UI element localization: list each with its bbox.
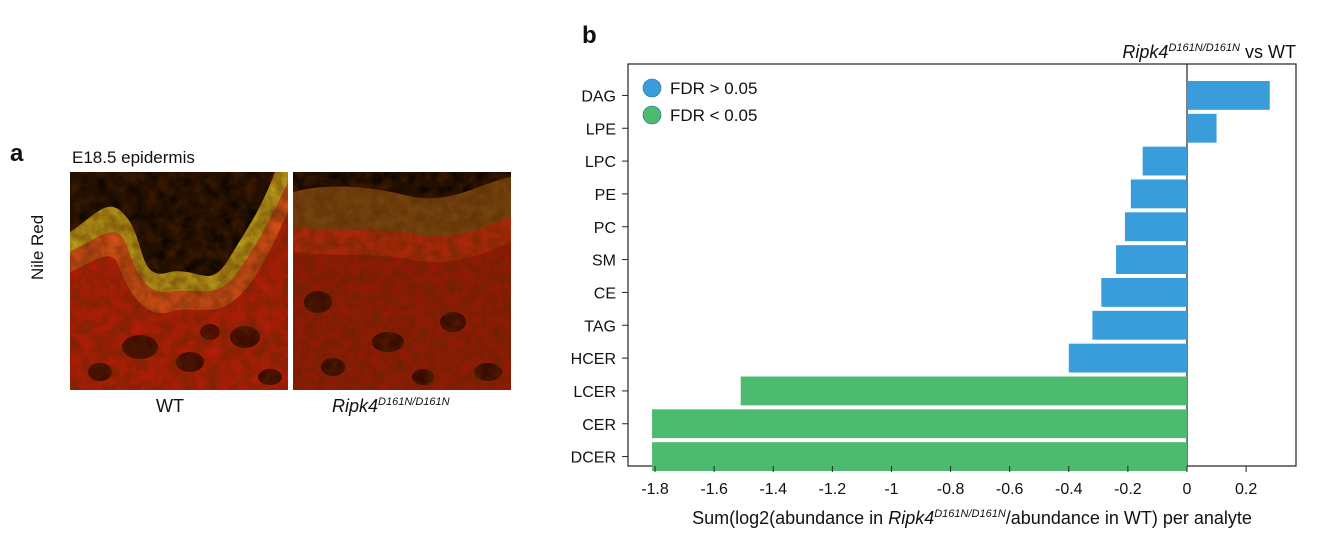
x-tick-label: -0.2 xyxy=(1114,481,1142,498)
chart-title: Ripk4D161N/D161N vs WT xyxy=(1122,42,1296,62)
legend-label: FDR > 0.05 xyxy=(670,79,757,98)
bar-lpc xyxy=(1142,146,1187,176)
x-tick-label: -0.8 xyxy=(937,481,965,498)
x-tick-label: -1.4 xyxy=(759,481,787,498)
category-label: CER xyxy=(582,417,616,434)
x-tick-label: -0.4 xyxy=(1055,481,1083,498)
bar-tag xyxy=(1092,310,1187,340)
wt-caption: WT xyxy=(156,396,184,416)
category-label: HCER xyxy=(571,351,616,368)
category-label: CE xyxy=(594,285,616,302)
legend-swatch xyxy=(642,105,662,125)
x-axis-label: Sum(log2(abundance in Ripk4D161N/D161N/a… xyxy=(692,508,1252,528)
category-label: PE xyxy=(595,187,616,204)
bar-lcer xyxy=(740,376,1187,406)
category-label: TAG xyxy=(584,318,616,335)
micrograph-title: E18.5 epidermis xyxy=(72,148,195,167)
bar-pc xyxy=(1124,212,1187,242)
bar-dcer xyxy=(652,442,1187,471)
bar-pe xyxy=(1130,179,1187,209)
bar-sm xyxy=(1116,245,1187,274)
x-tick-label: -0.6 xyxy=(996,481,1024,498)
bar-hcer xyxy=(1068,343,1187,373)
mutant-caption-sup: D161N/D161N xyxy=(378,396,450,408)
legend-label: FDR < 0.05 xyxy=(670,106,757,125)
category-label: LCER xyxy=(573,384,616,401)
category-label: PC xyxy=(594,220,616,237)
bar-dag xyxy=(1187,81,1270,110)
panel-a-letter: a xyxy=(10,140,24,167)
x-tick-label: 0 xyxy=(1183,481,1192,498)
category-label: DAG xyxy=(581,88,616,105)
bar-lpe xyxy=(1187,113,1217,143)
category-label: LPE xyxy=(586,121,616,138)
x-tick-label: 0.2 xyxy=(1235,481,1257,498)
x-tick-label: -1.6 xyxy=(700,481,728,498)
category-label: SM xyxy=(592,253,616,270)
category-label: DCER xyxy=(571,450,616,467)
legend-swatch xyxy=(642,78,662,98)
x-tick-label: -1.2 xyxy=(819,481,847,498)
mutant-micrograph xyxy=(293,172,511,390)
mutant-caption: Ripk4D161N/D161N xyxy=(332,396,450,417)
bar-cer xyxy=(652,409,1187,439)
x-tick-label: -1 xyxy=(884,481,898,498)
category-label: LPC xyxy=(585,154,616,171)
mutant-caption-base: Ripk4 xyxy=(332,396,379,416)
bar-ce xyxy=(1101,278,1187,307)
x-tick-label: -1.8 xyxy=(641,481,669,498)
panel-b-letter: b xyxy=(582,22,597,49)
wt-micrograph xyxy=(70,172,288,390)
